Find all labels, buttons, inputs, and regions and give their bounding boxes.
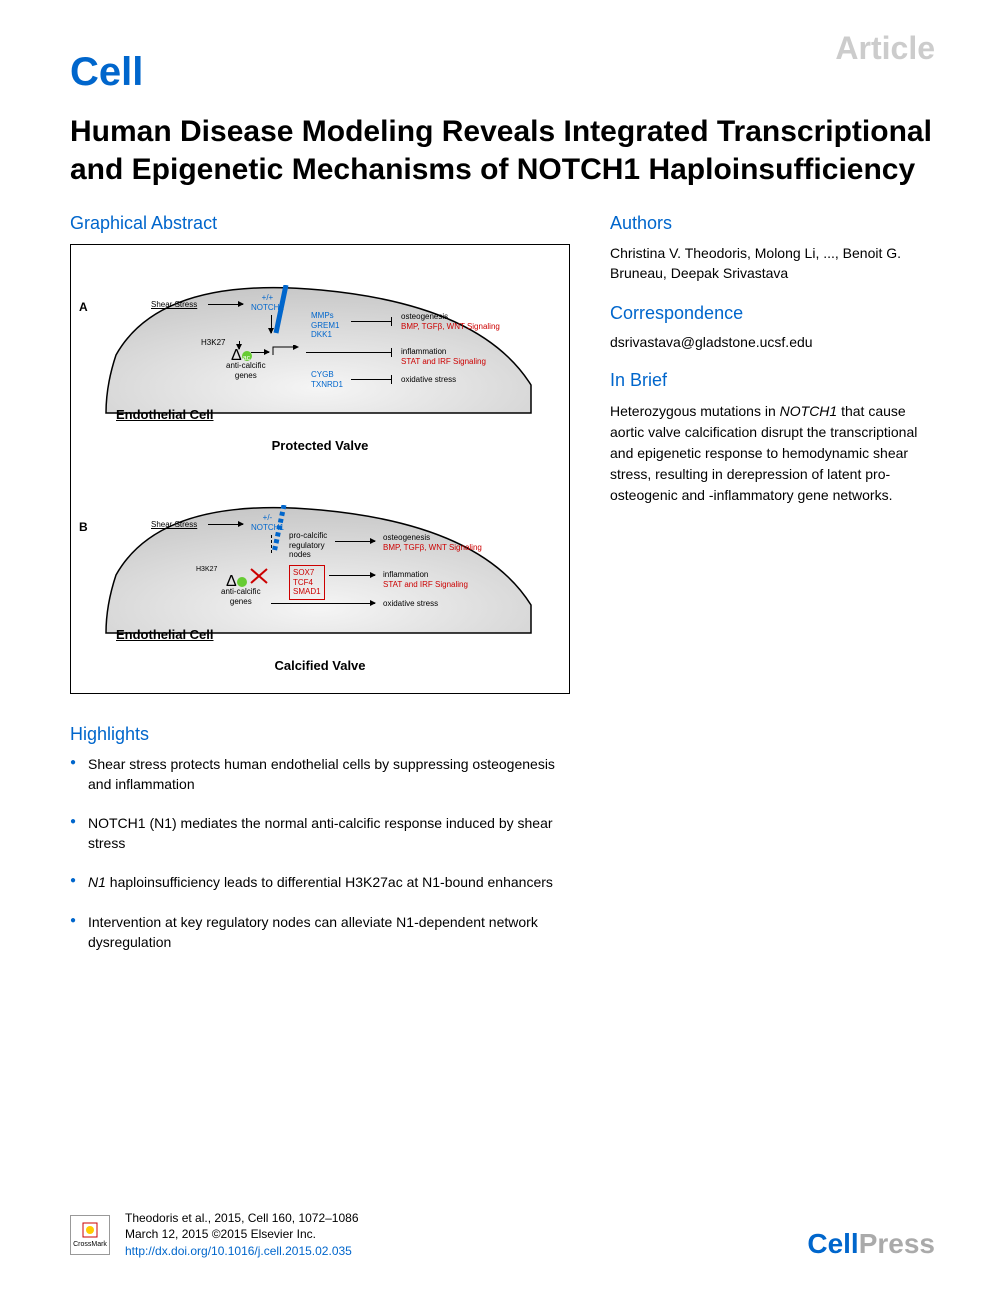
inbrief-text: Heterozygous mutations in NOTCH1 that ca… [610,401,935,506]
citation-line: Theodoris et al., 2015, Cell 160, 1072–1… [125,1210,359,1227]
anticalcific-label-a: anti-calcific genes [226,361,266,380]
panel-b-label: B [79,520,88,534]
footer-left: CrossMark Theodoris et al., 2015, Cell 1… [70,1210,359,1260]
shear-stress-label-a: Shear Stress [151,300,197,310]
cygb-label: CYGB TXNRD1 [311,370,343,389]
sox-box: SOX7 TCF4 SMAD1 [289,565,325,600]
citation-block: Theodoris et al., 2015, Cell 160, 1072–1… [125,1210,359,1260]
arrow-icon [329,575,375,576]
authors-text: Christina V. Theodoris, Molong Li, ..., … [610,244,935,283]
content-columns: Graphical Abstract A Shear Stress [70,213,935,972]
shear-stress-label-b: Shear Stress [151,520,197,530]
figure-panel-a: A Shear Stress +/+ NOTCH1 H3K2 [71,255,569,455]
osteo-label-b: osteogenesis [383,533,430,543]
cellpress-cell: Cell [807,1228,858,1259]
endothelial-label-b: Endothelial Cell [116,627,214,642]
authors-header: Authors [610,213,935,234]
arrow-down-icon [271,315,272,333]
highlights-header: Highlights [70,724,570,745]
highlight-item: N1 haploinsufficiency leads to different… [70,873,570,893]
gene-arrow-icon [271,345,301,359]
doi-link[interactable]: http://dx.doi.org/10.1016/j.cell.2015.02… [125,1244,352,1258]
oxid-label-b: oxidative stress [383,599,438,609]
h3k27-label-a: H3K27 [201,338,225,348]
mmps-label: MMPs GREM1 DKK1 [311,311,339,340]
journal-logo: Cell [70,50,935,95]
oxid-label-a: oxidative stress [401,375,456,385]
page-footer: CrossMark Theodoris et al., 2015, Cell 1… [70,1210,935,1260]
article-title: Human Disease Modeling Reveals Integrate… [70,113,935,188]
crossmark-badge[interactable]: CrossMark [70,1215,110,1255]
correspondence-header: Correspondence [610,303,935,324]
arrow-icon [271,603,375,604]
highlights-list: Shear stress protects human endothelial … [70,755,570,952]
anticalcific-label-b: anti-calcific genes [221,587,261,606]
inflam-label-a: inflammation [401,347,446,357]
citation-line: March 12, 2015 ©2015 Elsevier Inc. [125,1226,359,1243]
inflam-sig-a: STAT and IRF Signaling [401,357,486,367]
figure-panel-b: B Shear Stress +/- NOTCH1 H3K27 [71,475,569,675]
inhibit-icon [351,379,391,380]
cellpress-logo: CellPress [807,1228,935,1260]
panel-a-label: A [79,300,88,314]
correspondence-email[interactable]: dsrivastava@gladstone.ucsf.edu [610,334,935,350]
inflam-label-b: inflammation [383,570,428,580]
crossmark-icon [81,1221,99,1239]
notch-label-b: +/- NOTCH1 [251,513,284,532]
cellpress-press: Press [859,1228,935,1259]
arrow-icon [208,304,243,305]
highlight-item: NOTCH1 (N1) mediates the normal anti-cal… [70,814,570,853]
valve-caption-a: Protected Valve [272,438,369,453]
inhibit-icon [306,352,391,353]
dashed-arrow-icon [271,535,272,553]
notch-label-a: +/+ NOTCH1 [251,293,284,312]
inbrief-header: In Brief [610,370,935,391]
article-label: Article [835,30,935,67]
graphical-abstract-figure: A Shear Stress +/+ NOTCH1 H3K2 [70,244,570,694]
endothelial-label-a: Endothelial Cell [116,407,214,422]
osteo-label-a: osteogenesis [401,312,448,322]
h3k27-label-b: H3K27 [196,566,217,574]
red-x-icon [249,567,271,585]
highlight-item: Shear stress protects human endothelial … [70,755,570,794]
arrow-icon [335,541,375,542]
highlight-item: Intervention at key regulatory nodes can… [70,913,570,952]
left-column: Graphical Abstract A Shear Stress [70,213,570,972]
arrow-icon [208,524,243,525]
inflam-sig-b: STAT and IRF Signaling [383,580,468,590]
osteo-sig-b: BMP, TGFβ, WNT Signaling [383,543,482,553]
right-column: Authors Christina V. Theodoris, Molong L… [610,213,935,972]
osteo-sig-a: BMP, TGFβ, WNT Signaling [401,322,500,332]
graphical-abstract-header: Graphical Abstract [70,213,570,234]
inhibit-icon [351,321,391,322]
crossmark-label: CrossMark [73,1241,107,1248]
procalcific-label: pro-calcific regulatory nodes [289,531,327,560]
valve-caption-b: Calcified Valve [274,658,365,673]
